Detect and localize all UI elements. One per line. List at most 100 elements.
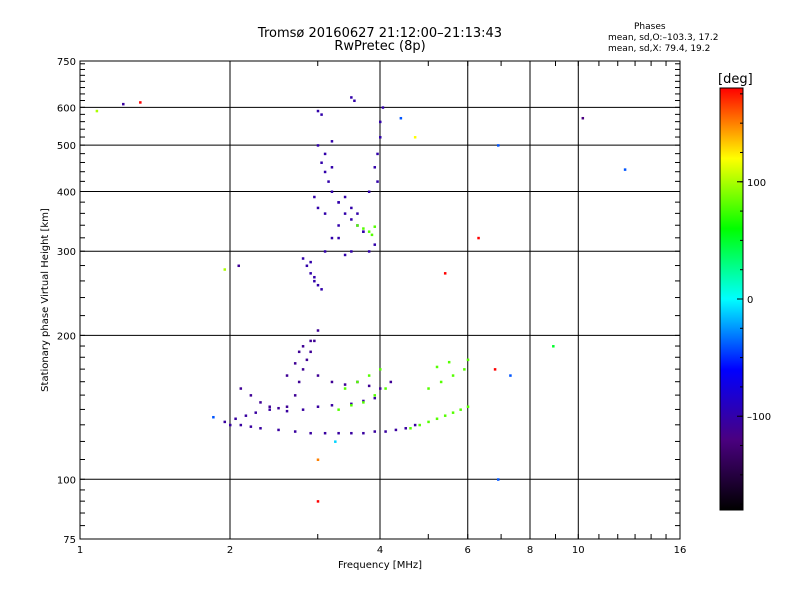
colorbar-tick-label: 100: [747, 178, 766, 189]
data-point: [330, 140, 334, 143]
data-point: [293, 430, 297, 433]
data-point: [285, 409, 289, 413]
data-point: [229, 423, 232, 427]
data-point: [362, 230, 365, 233]
data-point: [327, 180, 330, 183]
data-point: [323, 170, 327, 174]
data-point: [313, 279, 316, 283]
y-tick-label: 600: [57, 103, 76, 114]
data-point: [320, 288, 323, 291]
data-point: [297, 380, 301, 384]
x-tick-label: 2: [227, 545, 233, 556]
data-point: [249, 425, 253, 428]
data-point: [323, 250, 327, 253]
phases-title: Phases: [634, 22, 666, 32]
y-tick-label: 400: [57, 187, 76, 198]
data-point: [95, 109, 99, 113]
data-point: [268, 408, 271, 411]
data-point: [316, 329, 320, 332]
data-point: [350, 404, 353, 407]
data-point: [367, 190, 371, 193]
data-point: [350, 96, 353, 99]
data-point: [447, 360, 451, 364]
y-tick-label: 100: [57, 475, 76, 486]
data-point: [330, 380, 334, 384]
data-point: [320, 113, 323, 116]
data-point: [320, 161, 323, 164]
data-point: [350, 218, 353, 221]
data-point: [309, 431, 312, 435]
data-point: [316, 374, 320, 377]
data-point: [285, 405, 289, 408]
data-point: [367, 384, 371, 388]
data-point: [376, 152, 379, 156]
data-point: [301, 408, 305, 411]
data-point: [362, 401, 365, 404]
data-point: [309, 260, 312, 264]
data-point: [413, 423, 417, 427]
data-point: [384, 387, 387, 390]
data-point: [139, 101, 142, 104]
x-tick-label: 16: [674, 545, 687, 556]
data-point: [362, 399, 365, 403]
data-point: [313, 275, 316, 279]
data-point: [418, 423, 421, 427]
data-point: [337, 431, 340, 435]
data-point: [443, 414, 447, 417]
data-point: [435, 417, 439, 421]
data-point: [343, 387, 347, 390]
data-point: [409, 427, 412, 430]
data-point: [323, 152, 327, 156]
data-point: [313, 339, 316, 343]
data-point: [259, 401, 262, 404]
colorbar-unit: [deg]: [718, 72, 753, 87]
data-point: [404, 427, 407, 430]
y-tick-label: 75: [63, 535, 76, 546]
data-point: [122, 102, 125, 106]
data-point: [496, 144, 500, 147]
data-point: [330, 190, 334, 193]
data-point: [293, 394, 297, 397]
data-point: [237, 264, 240, 268]
data-point: [451, 374, 455, 377]
data-point: [367, 230, 371, 233]
data-point: [316, 144, 320, 147]
data-point: [309, 350, 312, 354]
data-point: [244, 414, 248, 417]
chart-title: Tromsø 20160627 21:12:00–21:13:43: [257, 26, 503, 41]
data-point: [343, 195, 347, 199]
data-point: [413, 136, 417, 139]
data-point: [389, 380, 393, 384]
data-point: [367, 250, 371, 253]
data-point: [463, 368, 466, 371]
data-point: [379, 368, 382, 371]
data-point: [373, 166, 377, 169]
data-point: [451, 411, 455, 414]
data-point: [439, 380, 443, 384]
data-point: [427, 387, 430, 390]
data-point: [350, 402, 353, 406]
data-point: [313, 195, 316, 199]
data-point: [350, 206, 353, 210]
data-point: [212, 415, 215, 419]
data-point: [316, 206, 320, 210]
data-point: [581, 116, 585, 120]
data-point: [316, 109, 320, 113]
data-point: [316, 405, 320, 408]
data-point: [623, 168, 627, 171]
data-point: [330, 236, 334, 240]
data-point: [277, 428, 280, 432]
data-point: [330, 166, 334, 169]
data-point: [350, 250, 353, 253]
data-point: [305, 358, 309, 362]
data-point: [293, 362, 297, 365]
data-point: [379, 387, 382, 390]
data-point: [373, 396, 377, 400]
x-tick-label: 6: [465, 545, 471, 556]
y-axis-label: Stationary phase Virtual Height [km]: [40, 208, 51, 392]
data-point: [350, 431, 353, 435]
data-point: [309, 339, 312, 343]
data-point: [435, 365, 439, 369]
data-point: [337, 408, 340, 411]
